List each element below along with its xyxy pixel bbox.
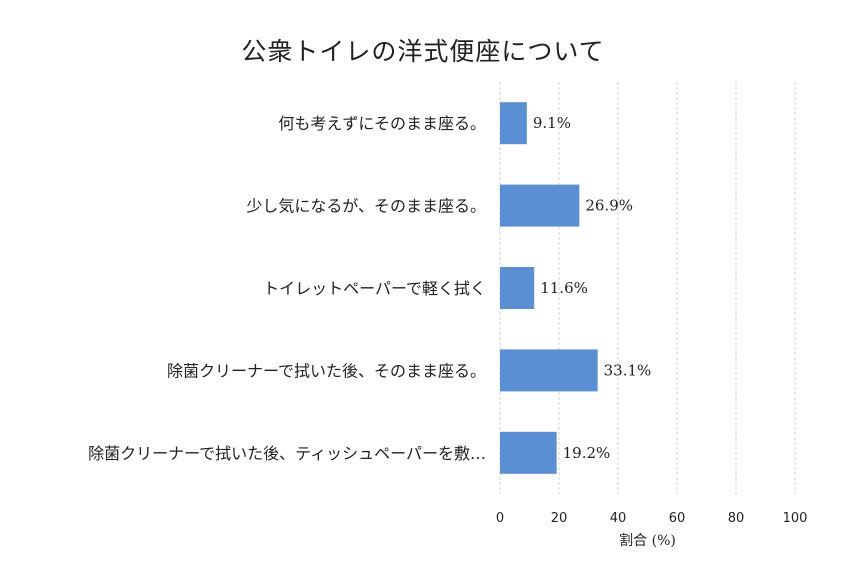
value-label: 19.2% xyxy=(563,444,611,462)
value-label: 33.1% xyxy=(604,361,652,379)
x-tick-labels: 0 20 40 60 80 100 xyxy=(496,511,808,526)
x-tick-label: 60 xyxy=(669,511,686,526)
category-labels: 何も考えずにそのまま座る。少し気になるが、そのまま座る。トイレットペーパーで軽く… xyxy=(88,114,486,463)
x-tick-label: 100 xyxy=(783,511,808,526)
bar xyxy=(500,267,535,309)
x-tick-label: 80 xyxy=(728,511,745,526)
value-label: 11.6% xyxy=(540,279,588,297)
x-tick-label: 40 xyxy=(610,511,627,526)
value-label: 9.1% xyxy=(533,114,571,132)
category-label: 何も考えずにそのまま座る。 xyxy=(278,114,486,133)
x-tick-label: 0 xyxy=(496,511,504,526)
category-label: トイレットペーパーで軽く拭く xyxy=(263,279,486,298)
bar xyxy=(500,431,557,474)
bar xyxy=(500,102,527,145)
chart-title: 公衆トイレの洋式便座について xyxy=(241,37,605,66)
value-labels: 9.1% 26.9% 11.6% 33.1% 19.2% xyxy=(533,114,651,462)
x-axis-title: 割合 (%) xyxy=(619,532,676,549)
bars xyxy=(500,102,598,474)
category-label: 少し気になるが、そのまま座る。 xyxy=(246,197,486,216)
bar xyxy=(500,184,580,227)
x-tick-label: 20 xyxy=(551,511,568,526)
bar xyxy=(500,349,598,392)
category-label: 除菌クリーナーで拭いた後、そのまま座る。 xyxy=(167,361,486,380)
value-label: 26.9% xyxy=(585,197,633,215)
category-label: 除菌クリーナーで拭いた後、ティッシュペーパーを敷… xyxy=(88,444,486,463)
